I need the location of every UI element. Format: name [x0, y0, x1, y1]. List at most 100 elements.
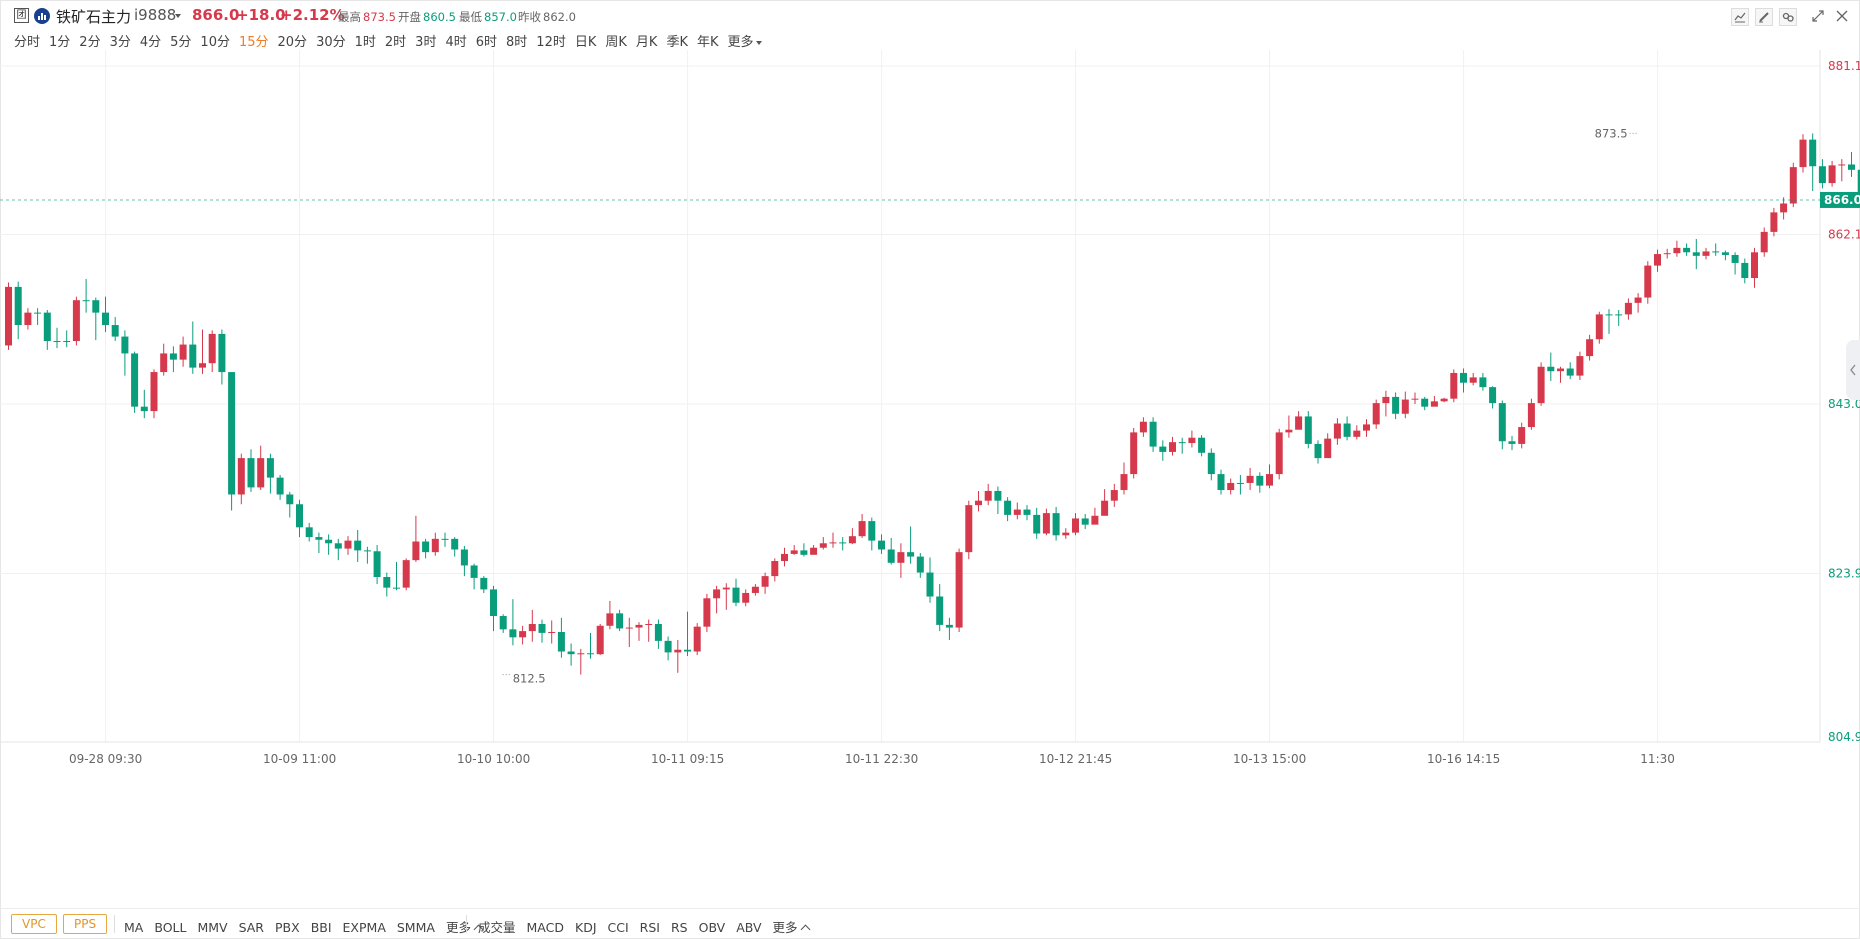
candle [596, 624, 604, 656]
candle-body [5, 286, 12, 346]
candle-body [1780, 203, 1788, 213]
candle [742, 589, 750, 607]
period-9[interactable]: 30分 [316, 35, 346, 50]
period-1[interactable]: 1分 [49, 35, 71, 50]
candle [1072, 513, 1079, 536]
candle [140, 389, 148, 419]
period-19[interactable]: 月K [635, 35, 658, 50]
candle-body [625, 627, 633, 629]
sub-indicator-obv[interactable]: OBV [698, 920, 726, 935]
candle [519, 625, 527, 645]
candle-body [1392, 396, 1400, 414]
candle-body [654, 624, 662, 641]
x-tick-label: 10-09 11:00 [263, 752, 336, 766]
instrument-name[interactable]: 铁矿石主力 [56, 8, 132, 26]
period-4[interactable]: 4分 [139, 35, 162, 50]
period-14[interactable]: 6时 [475, 35, 498, 50]
candle [121, 330, 129, 376]
period-10[interactable]: 1时 [354, 35, 376, 50]
candle-body [781, 553, 788, 562]
sub-indicator-cci[interactable]: CCI [607, 920, 629, 935]
sub-indicator-rsi[interactable]: RSI [639, 920, 660, 935]
candle [247, 449, 255, 492]
main-indicator-boll[interactable]: BOLL [154, 920, 187, 935]
candle [839, 537, 847, 551]
period-8[interactable]: 20分 [277, 35, 308, 50]
candle [664, 636, 672, 661]
candle [936, 584, 944, 632]
period-17[interactable]: 日K [574, 35, 597, 50]
sub-indicator-rs[interactable]: RS [670, 920, 688, 935]
candle-body [1314, 443, 1322, 459]
main-indicator-smma[interactable]: SMMA [396, 920, 435, 935]
candle [1052, 506, 1060, 541]
period-12[interactable]: 3时 [415, 35, 437, 50]
candle [72, 296, 80, 346]
main-indicator-pbx[interactable]: PBX [275, 920, 300, 935]
candlestick-chart[interactable]: 881.1 862.1 843.0 823.9 804.9 09-28 09:30 10-0… [0, 50, 1860, 908]
period-15[interactable]: 8时 [506, 35, 528, 50]
line-chart-icon[interactable] [1731, 8, 1749, 26]
period-7[interactable]: 15分 [238, 35, 269, 50]
instrument-code[interactable]: i9888 [134, 6, 177, 24]
period-18[interactable]: 周K [605, 35, 627, 50]
close-icon[interactable] [1834, 8, 1852, 26]
settings-icon[interactable] [1779, 8, 1797, 26]
candle [781, 547, 788, 567]
candle [480, 576, 488, 593]
candle [878, 534, 885, 554]
candle-body [742, 592, 750, 603]
quote-header: 团 铁矿石主力 i9888 866.0 +18.0 +2.12% 最高 873.5… [0, 0, 1860, 32]
period-13[interactable]: 4时 [445, 35, 467, 50]
period-21[interactable]: 年K [696, 35, 719, 50]
candle [1770, 207, 1778, 237]
candle-body [1595, 314, 1603, 340]
candle-body [363, 550, 371, 552]
main-indicator-more-button[interactable]: 更多 [446, 920, 484, 935]
main-indicator-ma[interactable]: MA [124, 920, 144, 935]
candle [800, 543, 808, 557]
period-3[interactable]: 3分 [109, 35, 131, 50]
candle [1324, 433, 1332, 459]
period-5[interactable]: 5分 [170, 35, 192, 50]
period-11[interactable]: 2时 [384, 35, 407, 50]
sub-indicator-more-button[interactable]: 更多 [773, 920, 810, 935]
candle [1236, 474, 1244, 495]
candle [276, 474, 284, 500]
candle-body [1566, 368, 1574, 376]
expand-icon[interactable] [1810, 8, 1828, 26]
sub-indicator-macd[interactable]: MACD [526, 920, 564, 935]
sub-indicator-kdj[interactable]: KDJ [575, 920, 597, 935]
candle-body [286, 494, 294, 505]
pps-button[interactable]: PPS [63, 914, 108, 934]
instrument-dropdown-icon[interactable] [175, 14, 181, 18]
period-20[interactable]: 季K [666, 35, 688, 50]
period-2[interactable]: 2分 [79, 35, 101, 50]
period-more-button[interactable]: 更多 [728, 35, 762, 50]
period-16[interactable]: 12时 [536, 35, 566, 50]
main-indicator-sar[interactable]: SAR [238, 920, 264, 935]
candle [751, 584, 759, 596]
candle-body [538, 624, 546, 633]
candle-body [567, 651, 575, 655]
candle [1498, 400, 1506, 450]
candle-body [92, 300, 100, 313]
pencil-icon[interactable] [1755, 8, 1773, 26]
candle [771, 558, 779, 582]
sub-indicator-abv[interactable]: ABV [736, 920, 762, 935]
period-6[interactable]: 10分 [200, 35, 230, 50]
candle-body [72, 300, 80, 342]
candle [1110, 483, 1118, 507]
candle [548, 620, 556, 644]
candle-body [509, 629, 517, 638]
candle [1081, 514, 1089, 530]
vpc-button[interactable]: VPC [11, 914, 57, 934]
side-panel-toggle[interactable] [1846, 340, 1860, 400]
candle-body [635, 624, 643, 628]
main-indicator-bbi[interactable]: BBI [310, 920, 332, 935]
period-0[interactable]: 分时 [14, 35, 41, 50]
main-indicator-mmv[interactable]: MMV [197, 920, 228, 935]
sub-indicator-成交量[interactable]: 成交量 [478, 920, 516, 935]
main-indicator-expma[interactable]: EXPMA [342, 920, 386, 935]
sub-indicators: 成交量 MACD KDJ CCI RSI RS OBV ABV 更多 [478, 917, 820, 936]
